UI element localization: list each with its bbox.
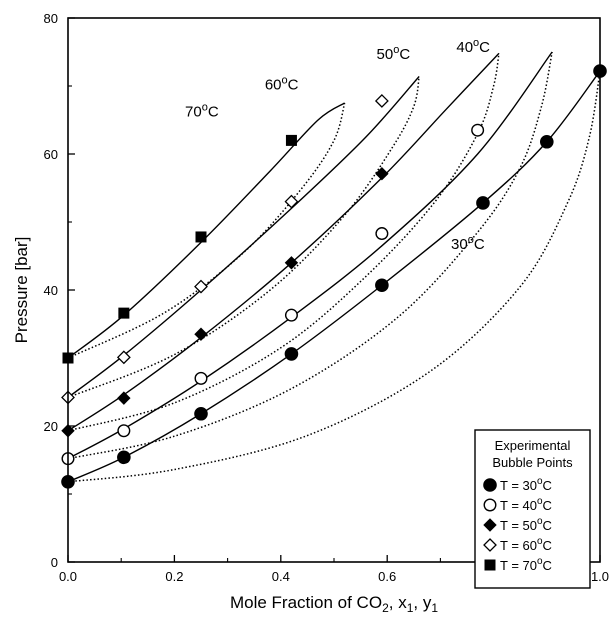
legend-entry-50: T = 50oC — [500, 516, 552, 533]
bubble-curves — [67, 51, 601, 483]
y-tick-label: 20 — [44, 419, 58, 434]
data-point-30-1 — [117, 450, 131, 465]
legend-marker-70 — [484, 559, 496, 571]
data-point-40-1 — [117, 424, 131, 438]
data-point-70-3 — [285, 134, 297, 146]
dew-curve-40 — [67, 51, 553, 460]
legend-entry-30: T = 30oC — [500, 476, 552, 493]
data-point-60-2 — [194, 279, 208, 294]
legend-marker-50 — [483, 518, 497, 532]
data-point-30-2 — [194, 406, 208, 421]
bubble-curve-30 — [67, 70, 601, 483]
dew-curves — [67, 51, 601, 483]
curve-label-70: 70oC — [185, 102, 219, 121]
y-axis-title: Pressure [bar] — [12, 237, 31, 344]
x-tick-label: 0.6 — [378, 569, 396, 584]
data-point-50-4 — [375, 167, 389, 181]
data-point-50-2 — [194, 327, 208, 341]
data-point-50-1 — [117, 391, 131, 405]
legend-title-line1: Experimental — [495, 438, 571, 453]
bubble-curve-40 — [67, 51, 553, 460]
curve-labels: 70oC 60oC 50oC 40oC 30oC — [185, 37, 490, 253]
legend-marker-30 — [483, 478, 497, 492]
data-point-30-6 — [540, 134, 554, 149]
y-tick-label: 40 — [44, 283, 58, 298]
data-point-50-3 — [284, 256, 299, 270]
dew-curve-30 — [67, 70, 601, 483]
curve-label-40: 40oC — [456, 37, 490, 56]
curve-label-30: 30oC — [451, 234, 485, 253]
x-axis-title: Mole Fraction of CO2, x1, y1 — [230, 593, 438, 615]
data-point-40-2 — [194, 371, 208, 385]
x-tick-label: 0.2 — [165, 569, 183, 584]
legend-entry-60: T = 60oC — [500, 536, 552, 553]
curve-label-60: 60oC — [265, 74, 299, 93]
dew-curve-70 — [67, 102, 346, 359]
data-point-60-4 — [374, 94, 389, 108]
x-tick-label: 0.0 — [59, 569, 77, 584]
x-tick-label: 0.4 — [272, 569, 290, 584]
legend-title-line2: Bubble Points — [492, 455, 573, 470]
data-point-60-3 — [284, 194, 299, 209]
legend-marker-40 — [483, 498, 497, 512]
data-point-30-4 — [375, 278, 389, 293]
legend: Experimental Bubble Points T = 30oC T = 40o… — [474, 429, 591, 589]
legend-entry-40: T = 40oC — [500, 496, 552, 513]
data-point-40-4 — [375, 227, 389, 241]
y-tick-label: 80 — [44, 11, 58, 26]
legend-entry-70: T = 70oC — [500, 556, 552, 573]
dew-curve-50 — [67, 53, 500, 432]
data-point-40-3 — [284, 308, 298, 322]
data-point-30-3 — [284, 347, 299, 361]
data-point-60-1 — [116, 350, 131, 365]
data-point-40-5 — [471, 123, 485, 137]
data-point-70-1 — [118, 307, 130, 319]
data-point-30-5 — [476, 196, 490, 210]
legend-marker-60 — [483, 538, 497, 552]
y-tick-label: 60 — [44, 147, 58, 162]
data-point-70-2 — [195, 231, 207, 243]
curve-label-50: 50oC — [377, 44, 411, 63]
x-tick-label: 1.0 — [591, 569, 609, 584]
y-tick-label: 0 — [51, 555, 58, 570]
